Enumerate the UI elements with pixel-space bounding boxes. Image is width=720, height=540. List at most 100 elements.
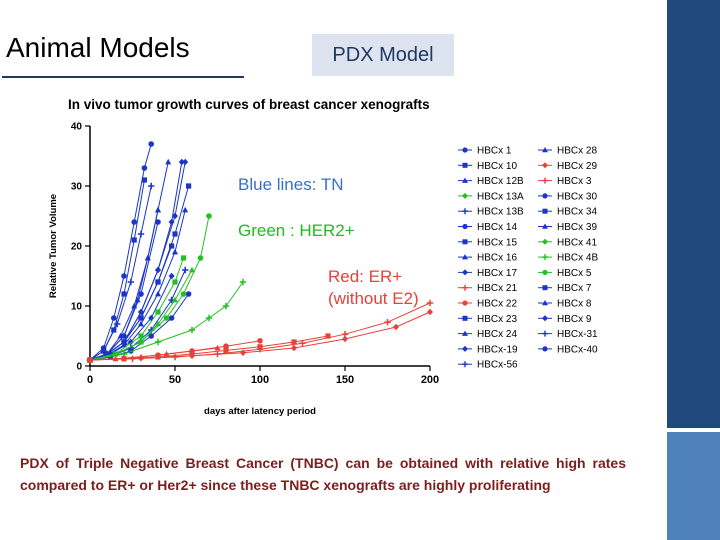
- legend-label: HBCx 17: [477, 268, 517, 279]
- y-tick-label: 0: [76, 362, 82, 373]
- data-point: [155, 320, 161, 327]
- legend-marker: [542, 285, 548, 291]
- x-tick-label: 0: [87, 374, 93, 386]
- data-point: [87, 356, 93, 363]
- data-point: [148, 182, 155, 190]
- legend-label: HBCx 8: [557, 299, 592, 310]
- data-point: [155, 290, 161, 297]
- data-point: [182, 206, 189, 213]
- series-line: [89, 257, 184, 361]
- data-point: [299, 340, 306, 347]
- series-line: [89, 161, 169, 361]
- legend-marker: [542, 223, 548, 229]
- legend-marker: [462, 147, 468, 153]
- data-point: [121, 273, 127, 279]
- legend-label: HBCx-40: [557, 344, 598, 355]
- legend-marker: [462, 361, 468, 368]
- legend-marker: [462, 254, 468, 260]
- slide-caption: PDX of Triple Negative Breast Cancer (TN…: [20, 455, 626, 493]
- legend-marker: [462, 162, 468, 168]
- x-axis-label: days after latency period: [204, 406, 316, 417]
- legend-marker: [462, 192, 468, 199]
- chart-annotation: Blue lines: TN: [238, 175, 344, 194]
- legend-marker: [542, 208, 548, 214]
- data-point: [169, 243, 175, 249]
- legend-label: HBCx 28: [557, 146, 597, 157]
- legend-label: HBCx-31: [557, 329, 598, 340]
- data-point: [205, 314, 213, 322]
- data-point: [155, 279, 161, 285]
- right-decor-separator: [667, 428, 720, 432]
- y-tick-label: 40: [71, 122, 83, 133]
- data-point: [121, 332, 127, 339]
- data-point: [182, 266, 189, 274]
- data-point: [189, 266, 195, 273]
- x-tick-label: 50: [169, 374, 181, 386]
- legend-label: HBCx 4B: [557, 253, 598, 264]
- data-point: [144, 254, 151, 261]
- series-line: [89, 335, 329, 361]
- series-line: [89, 215, 210, 361]
- legend-marker: [462, 345, 468, 352]
- data-point: [206, 213, 212, 219]
- legend-label: HBCx-56: [477, 360, 518, 371]
- legend-marker: [542, 238, 548, 245]
- chart-annotation: Red: ER+: [328, 267, 402, 286]
- data-point: [131, 219, 137, 225]
- legend-marker: [542, 162, 548, 169]
- legend-label: HBCx 15: [477, 237, 517, 248]
- data-point: [186, 183, 192, 189]
- data-point: [155, 266, 161, 274]
- legend-label: HBCx 10: [477, 161, 517, 172]
- legend-label: HBCx 22: [477, 299, 517, 310]
- tumor-growth-chart: In vivo tumor growth curves of breast ca…: [48, 97, 598, 417]
- legend-marker: [462, 239, 468, 245]
- data-point: [112, 350, 119, 357]
- data-point: [189, 351, 195, 357]
- legend-label: HBCx 41: [557, 237, 597, 248]
- series-line: [89, 347, 218, 361]
- legend-label: HBCx 1: [477, 146, 512, 157]
- data-point: [138, 308, 144, 316]
- data-point: [189, 347, 195, 354]
- data-point: [180, 291, 187, 297]
- legend-label: HBCx 9: [557, 314, 592, 325]
- data-point: [138, 333, 144, 339]
- legend-label: HBCx 13A: [477, 191, 524, 202]
- y-tick-label: 20: [71, 242, 83, 253]
- data-point: [222, 302, 230, 310]
- slide-title: Animal Models: [6, 32, 190, 63]
- data-point: [197, 255, 204, 261]
- legend-label: HBCx 21: [477, 283, 517, 294]
- data-point: [121, 338, 127, 346]
- data-point: [100, 347, 107, 355]
- data-point: [214, 344, 221, 351]
- x-tick-label: 200: [421, 374, 439, 386]
- legend-marker: [542, 193, 548, 199]
- data-point: [426, 299, 434, 307]
- data-point: [114, 320, 121, 328]
- legend-label: HBCx 12B: [477, 176, 524, 187]
- data-point: [127, 278, 134, 286]
- data-point: [138, 315, 144, 321]
- data-point: [257, 344, 263, 350]
- y-tick-label: 10: [71, 302, 83, 313]
- data-point: [214, 350, 221, 358]
- data-point: [138, 320, 144, 327]
- data-point: [393, 323, 399, 331]
- data-point: [168, 272, 175, 280]
- y-axis-label: Relative Tumor Volume: [48, 194, 59, 298]
- data-point: [341, 331, 349, 338]
- x-tick-label: 150: [336, 374, 354, 386]
- data-point: [188, 326, 196, 334]
- data-point: [155, 354, 161, 360]
- data-point: [384, 319, 391, 326]
- data-point: [172, 231, 178, 237]
- legend-marker: [462, 315, 468, 321]
- data-point: [223, 347, 229, 353]
- data-point: [178, 158, 185, 166]
- legend-label: HBCx 34: [557, 207, 597, 218]
- series-line: [89, 179, 145, 361]
- data-point: [172, 279, 178, 285]
- legend-marker: [542, 254, 548, 261]
